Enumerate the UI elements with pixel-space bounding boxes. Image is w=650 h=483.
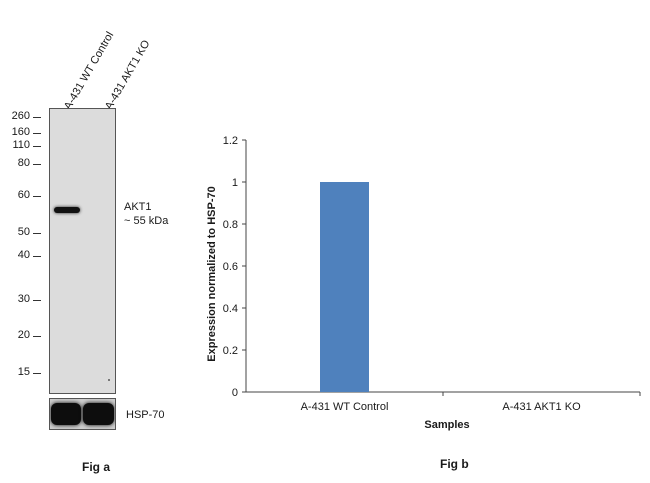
band-label-size: ~ 55 kDa xyxy=(124,215,169,227)
mw-marker-label: 30 xyxy=(17,293,30,305)
y-tick-label: 0.2 xyxy=(223,345,238,357)
bar xyxy=(320,182,369,392)
mw-marker-label: 15 xyxy=(17,366,30,378)
y-tick-label: 0.8 xyxy=(223,219,238,231)
mw-marker-tick xyxy=(33,373,41,374)
mw-marker-tick xyxy=(33,300,41,301)
mw-marker-label: 80 xyxy=(17,157,30,169)
mw-marker-label: 160 xyxy=(11,126,30,138)
x-tick-label: A-431 WT Control xyxy=(301,401,389,413)
x-tick-label: A-431 AKT1 KO xyxy=(502,401,581,413)
band-label: AKT1 ~ 55 kDa xyxy=(124,200,168,228)
x-axis-title: Samples xyxy=(424,419,469,431)
fig-a-caption: Fig a xyxy=(82,460,111,474)
mw-marker-label: 260 xyxy=(11,110,30,122)
y-tick-label: 0.6 xyxy=(223,261,238,273)
y-axis-title: Expression normalized to HSP-70 xyxy=(206,186,218,361)
mw-marker-label: 110 xyxy=(12,139,30,151)
blot-speck xyxy=(108,379,110,381)
mw-marker-tick xyxy=(33,133,41,134)
y-tick-label: 0.4 xyxy=(223,303,238,315)
mw-marker-tick xyxy=(33,256,41,257)
hsp70-band-ko xyxy=(83,403,114,425)
mw-marker-tick xyxy=(33,233,41,234)
mw-marker-label: 20 xyxy=(17,329,30,341)
fig-b-caption: Fig b xyxy=(440,457,469,471)
y-tick-label: 1 xyxy=(232,177,238,189)
mw-marker-tick xyxy=(33,164,41,165)
mw-marker-label: 50 xyxy=(17,226,30,238)
blot-membrane xyxy=(49,108,116,394)
mw-marker-label: 40 xyxy=(17,249,30,261)
loading-control-label: HSP-70 xyxy=(126,409,165,421)
mw-marker-tick xyxy=(33,196,41,197)
y-tick-label: 1.2 xyxy=(223,135,238,147)
hsp70-band-wt xyxy=(51,403,81,425)
mw-marker-tick xyxy=(33,146,41,147)
band-label-name: AKT1 xyxy=(124,201,152,213)
mw-marker-tick xyxy=(33,336,41,337)
mw-marker-tick xyxy=(33,117,41,118)
lane-label-ko: A-431 AKT1 KO xyxy=(103,38,153,112)
y-tick-label: 0 xyxy=(232,387,238,399)
akt1-band xyxy=(54,207,80,213)
hsp70-loading-control-strip xyxy=(49,398,116,430)
mw-marker-label: 60 xyxy=(17,189,30,201)
